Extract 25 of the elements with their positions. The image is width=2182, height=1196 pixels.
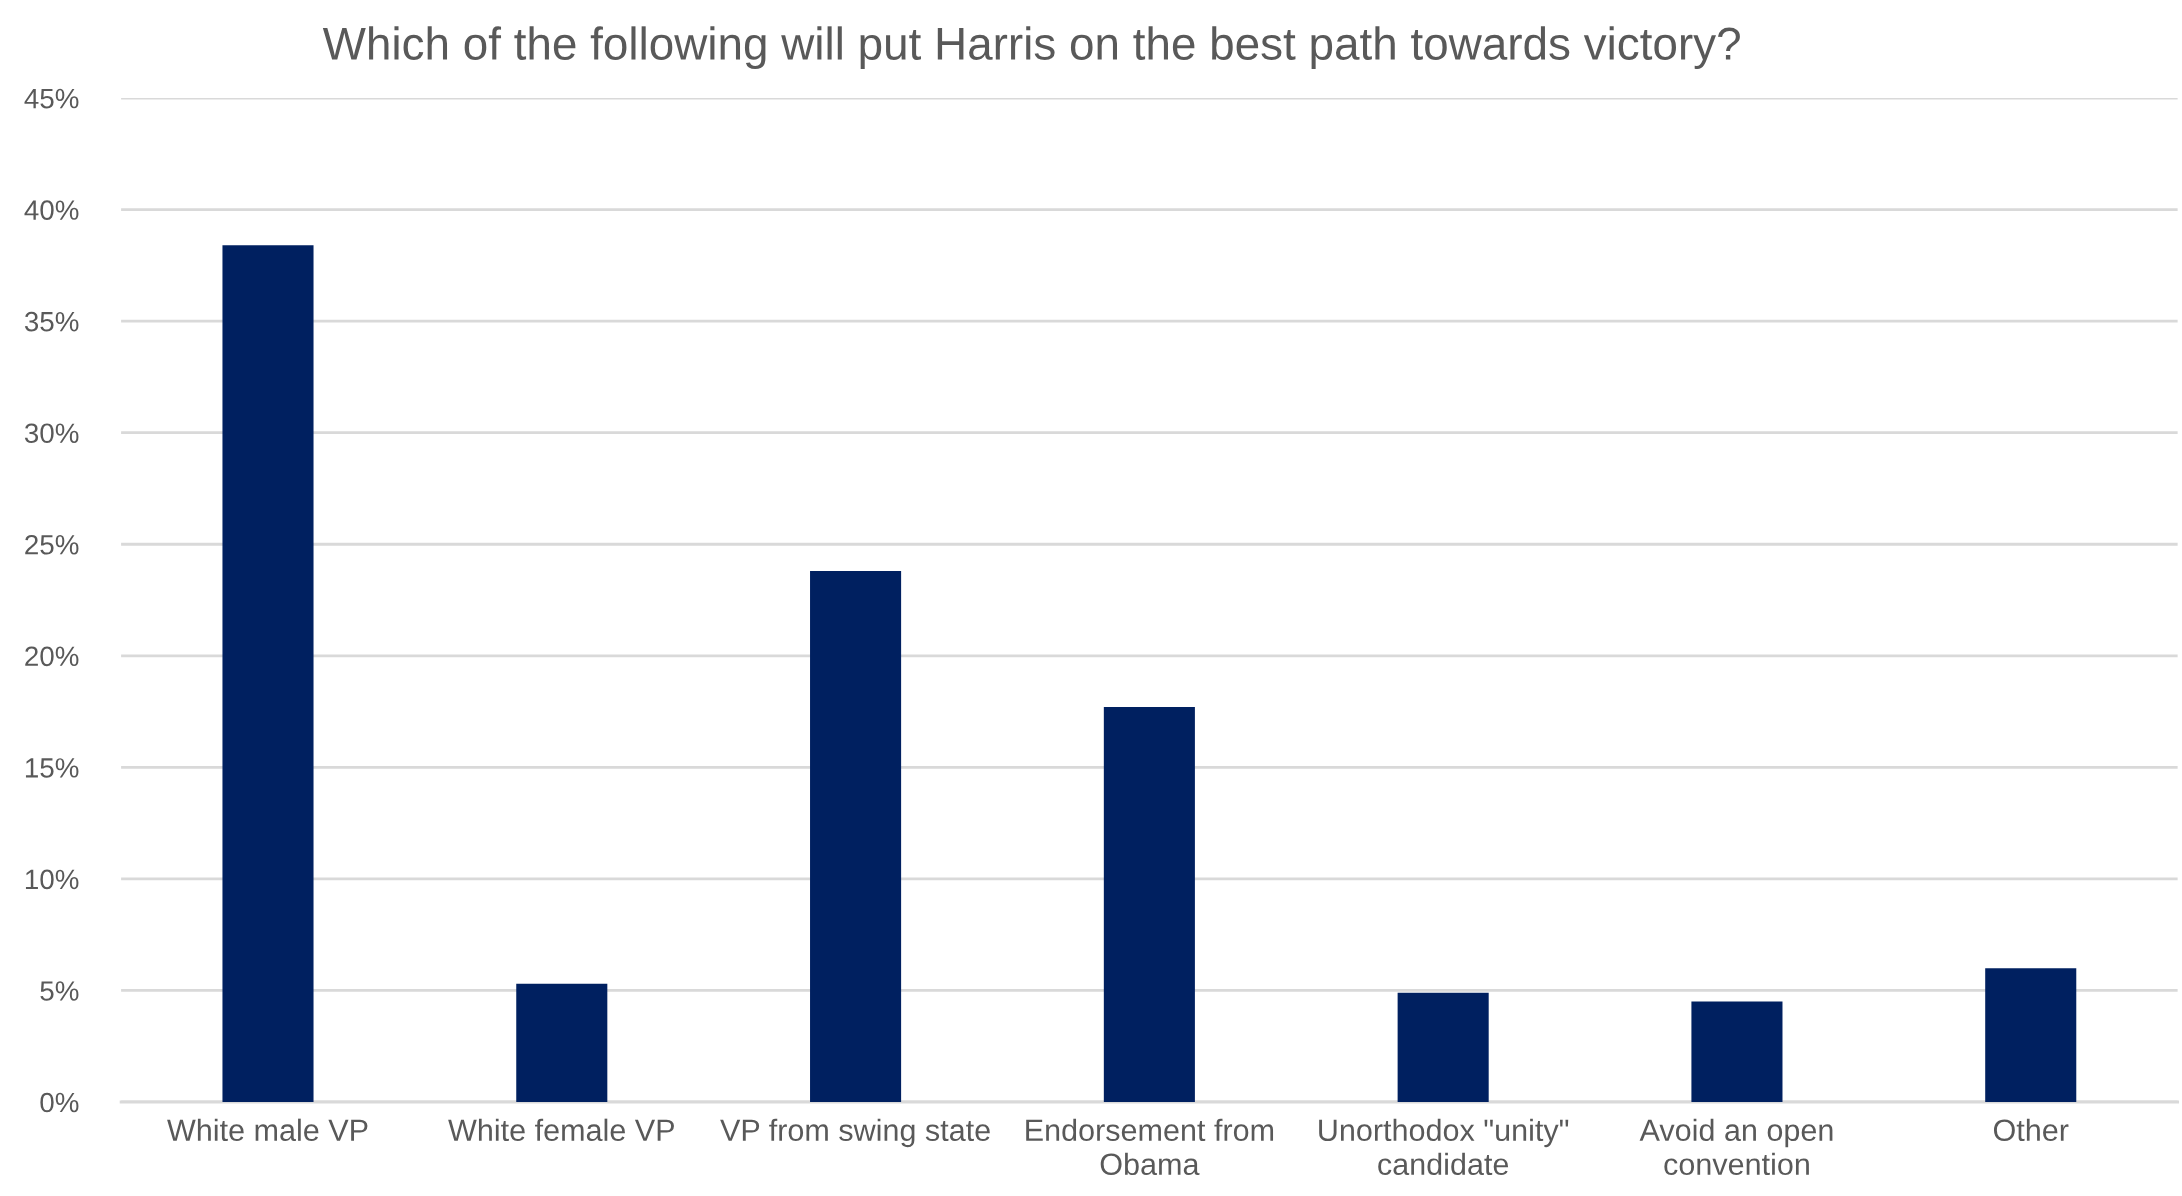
x-tick-label: Other [1993,1118,2069,1142]
x-tick-label: Unorthodox "unity" candidate [1319,1118,1569,1176]
x-tick-label: Avoid an open convention [1639,1118,1833,1176]
chart-title: Which of the following will put Harris on the best path towards victory? [322,26,1740,70]
y-tick-label: 0% [40,1092,79,1113]
y-tick-label: 10% [25,869,79,890]
y-tick-label: 20% [25,646,79,667]
y-tick-label: 25% [25,534,79,555]
x-tick-label: Endorsement from Obama [1026,1118,1274,1176]
x-tick-label: White female VP [448,1118,674,1142]
y-tick-label: 35% [24,311,79,332]
bar [516,983,608,1102]
y-tick-label: 30% [24,423,79,444]
bar [1691,1001,1783,1102]
bar [222,245,314,1102]
bar [1397,992,1489,1102]
x-tick-label: VP from swing state [720,1118,990,1148]
bar [1103,707,1195,1102]
bar [1985,968,2077,1102]
y-tick-label: 40% [24,200,79,220]
bar [810,571,902,1102]
y-tick-label: 45% [24,88,79,109]
x-tick-label: White male VP [167,1118,368,1142]
y-tick-label: 5% [40,981,79,1001]
y-tick-label: 15% [25,758,79,778]
